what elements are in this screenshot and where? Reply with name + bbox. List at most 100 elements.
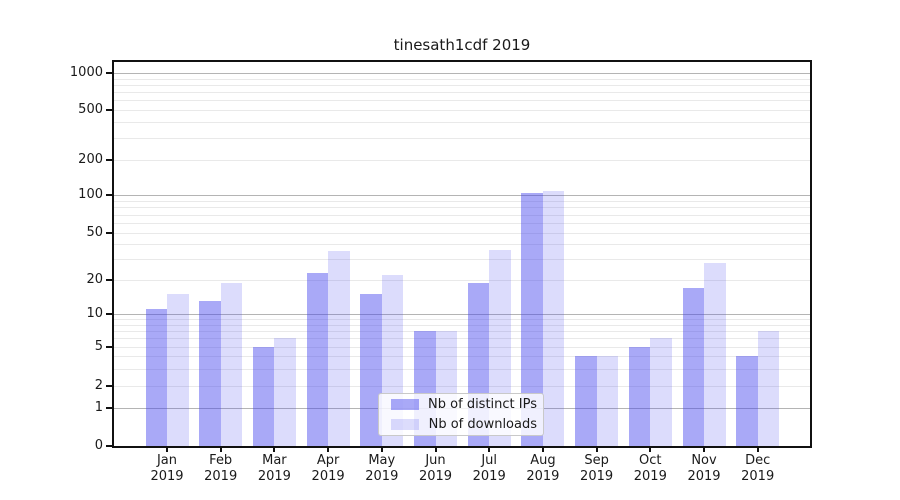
x-tick-label-nov: Nov 2019 [674, 453, 734, 485]
x-tick-label-feb: Feb 2019 [191, 453, 251, 485]
gridline-minor [114, 386, 810, 387]
gridline-minor [114, 280, 810, 281]
y-tick-label-20: 20 [86, 272, 103, 287]
gridline-major [114, 73, 810, 74]
x-tick-label-sep: Sep 2019 [567, 453, 627, 485]
gridline-minor [114, 110, 810, 111]
bar-downloads-nov [704, 262, 726, 446]
x-tick-mark-mar [273, 446, 276, 452]
gridline-minor [114, 160, 810, 161]
y-tick-label-1000: 1000 [69, 65, 103, 80]
gridline-minor [114, 368, 810, 370]
gridline-minor [114, 324, 810, 326]
x-tick-mark-jun [434, 446, 437, 452]
bar-downloads-aug [542, 191, 565, 446]
legend-label-distinct-ips: Nb of distinct IPs [428, 397, 537, 412]
legend-swatch-distinct-ips [391, 399, 419, 410]
y-tick-label-5: 5 [94, 339, 103, 354]
x-tick-year: 2019 [311, 469, 345, 484]
bar-downloads-jan [167, 294, 189, 446]
x-tick-year: 2019 [687, 469, 721, 484]
y-tick-mark-20 [106, 279, 113, 281]
legend-item-distinct-ips: Nb of distinct IPs [385, 397, 537, 412]
bar-distinct-ips-aug [521, 192, 543, 446]
legend-swatch-downloads [391, 419, 419, 430]
x-tick-year: 2019 [150, 469, 184, 484]
x-tick-month: Jun [425, 453, 446, 468]
x-tick-month: Feb [209, 453, 233, 468]
x-tick-month: May [368, 453, 396, 468]
bar-distinct-ips-jan [145, 309, 167, 446]
gridline-minor [114, 244, 810, 246]
gridline-minor [114, 122, 810, 124]
y-tick-mark-0 [106, 445, 113, 447]
y-tick-mark-1000 [106, 72, 113, 74]
x-tick-year: 2019 [472, 469, 506, 484]
x-tick-year: 2019 [633, 469, 667, 484]
gridline-minor [114, 259, 810, 261]
x-tick-label-aug: Aug 2019 [513, 453, 573, 485]
bar-distinct-ips-oct [628, 347, 651, 446]
bar-distinct-ips-dec [736, 356, 758, 446]
y-tick-label-100: 100 [78, 187, 103, 202]
gridline-minor [114, 347, 810, 348]
y-tick-mark-5 [106, 346, 113, 348]
gridline-major [114, 314, 810, 315]
bar-downloads-mar [274, 338, 296, 446]
legend-item-downloads: Nb of downloads [385, 417, 537, 432]
gridline-minor [114, 330, 810, 332]
x-tick-mark-oct [649, 446, 652, 452]
gridline-minor [114, 78, 810, 80]
gridline-minor [114, 223, 810, 224]
x-tick-month: Dec [745, 453, 771, 468]
x-tick-year: 2019 [580, 469, 614, 484]
y-tick-label-0: 0 [94, 438, 103, 453]
x-tick-month: Aug [530, 453, 556, 468]
x-tick-month: Jul [481, 453, 498, 468]
y-tick-label-200: 200 [78, 152, 103, 167]
y-tick-label-10: 10 [86, 306, 103, 321]
x-tick-month: Nov [691, 453, 717, 468]
bar-distinct-ips-apr [306, 272, 329, 446]
gridline-minor [114, 319, 810, 321]
bar-distinct-ips-may [360, 294, 382, 446]
x-tick-label-may: May 2019 [352, 453, 412, 485]
bar-distinct-ips-sep [575, 356, 597, 446]
x-tick-year: 2019 [418, 469, 453, 484]
x-tick-year: 2019 [526, 469, 560, 484]
plot-area [112, 60, 812, 448]
x-tick-mark-aug [541, 446, 544, 452]
y-tick-mark-50 [106, 232, 113, 234]
gridline-minor [114, 100, 810, 102]
gridline-minor [114, 207, 810, 209]
gridline-minor [114, 137, 810, 139]
y-tick-mark-200 [106, 159, 113, 161]
x-tick-month: Apr [316, 453, 340, 468]
x-tick-mark-jan [166, 446, 168, 452]
x-tick-label-mar: Mar 2019 [244, 453, 304, 485]
y-tick-mark-2 [106, 385, 113, 387]
x-tick-year: 2019 [741, 469, 775, 484]
gridline-minor [114, 200, 810, 202]
y-tick-label-1: 1 [94, 400, 103, 415]
x-tick-mark-nov [703, 446, 705, 452]
y-tick-label-500: 500 [78, 102, 103, 117]
bar-downloads-feb [220, 282, 243, 446]
gridline-major [114, 195, 810, 196]
x-tick-label-apr: Apr 2019 [298, 453, 358, 485]
x-tick-mark-apr [327, 446, 330, 452]
x-tick-month: Sep [584, 453, 609, 468]
bar-distinct-ips-mar [252, 347, 275, 446]
bar-downloads-apr [328, 251, 350, 446]
bar-downloads-oct [650, 338, 672, 446]
x-tick-month: Mar [262, 453, 287, 468]
gridline-minor [114, 214, 810, 216]
x-tick-year: 2019 [204, 469, 238, 484]
bar-downloads-sep [596, 356, 619, 446]
x-tick-mark-feb [219, 446, 222, 452]
y-tick-mark-500 [106, 109, 113, 111]
x-tick-label-dec: Dec 2019 [728, 453, 788, 485]
legend-label-downloads: Nb of downloads [428, 417, 537, 432]
gridline-minor [114, 356, 810, 358]
x-tick-label-oct: Oct 2019 [620, 453, 680, 485]
